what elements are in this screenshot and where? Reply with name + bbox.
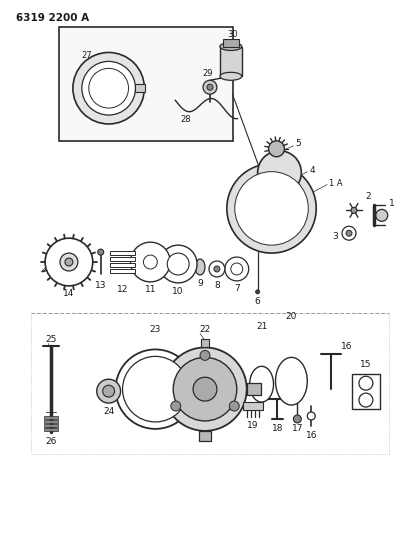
Bar	[44, 416, 58, 419]
Circle shape	[231, 263, 243, 275]
Circle shape	[256, 290, 259, 294]
Text: 1: 1	[389, 199, 395, 208]
Text: 29: 29	[203, 69, 213, 78]
Circle shape	[173, 358, 237, 421]
Text: 4: 4	[309, 166, 315, 175]
Text: 3: 3	[332, 232, 338, 241]
Text: 16: 16	[306, 431, 317, 440]
Circle shape	[257, 151, 302, 195]
Text: 14: 14	[63, 289, 75, 298]
Circle shape	[227, 164, 316, 253]
Text: 8: 8	[214, 281, 220, 290]
Circle shape	[229, 401, 239, 411]
Ellipse shape	[195, 259, 205, 275]
Text: 11: 11	[144, 285, 156, 294]
Circle shape	[73, 52, 144, 124]
Bar	[201, 340, 209, 348]
Circle shape	[163, 348, 247, 431]
Bar	[44, 420, 58, 423]
Bar	[352, 374, 380, 409]
Circle shape	[89, 68, 129, 108]
Bar	[110, 263, 135, 267]
Text: 6: 6	[255, 297, 260, 306]
Bar	[247, 383, 261, 395]
Circle shape	[171, 401, 181, 411]
Circle shape	[207, 84, 213, 90]
Bar	[110, 269, 135, 273]
Circle shape	[115, 350, 195, 429]
Text: 7: 7	[234, 284, 239, 293]
Circle shape	[82, 61, 135, 115]
Circle shape	[268, 141, 284, 157]
Circle shape	[359, 376, 373, 390]
Text: 27: 27	[82, 51, 92, 60]
Circle shape	[60, 253, 78, 271]
Text: 6319 2200 A: 6319 2200 A	[16, 13, 89, 23]
Circle shape	[293, 415, 302, 423]
Ellipse shape	[250, 366, 273, 402]
Bar	[135, 84, 145, 92]
Circle shape	[307, 412, 315, 420]
Text: 25: 25	[45, 335, 57, 344]
Text: 22: 22	[200, 325, 211, 334]
Circle shape	[159, 245, 197, 283]
Bar	[110, 257, 135, 261]
Circle shape	[98, 249, 104, 255]
Circle shape	[209, 261, 225, 277]
Text: 21: 21	[256, 322, 267, 331]
Text: 2: 2	[365, 192, 371, 201]
Circle shape	[203, 80, 217, 94]
Text: 9: 9	[197, 279, 203, 288]
Circle shape	[65, 258, 73, 266]
Text: 13: 13	[95, 281, 106, 290]
Text: 20: 20	[286, 312, 297, 321]
Text: 26: 26	[45, 437, 57, 446]
Bar	[220, 46, 242, 76]
Text: 5: 5	[295, 139, 301, 148]
Text: 30: 30	[228, 30, 238, 39]
Circle shape	[235, 172, 308, 245]
Circle shape	[167, 253, 189, 275]
Text: 24: 24	[103, 407, 114, 416]
Ellipse shape	[275, 358, 307, 405]
Circle shape	[97, 379, 121, 403]
Text: 1 A: 1 A	[329, 179, 343, 188]
Text: 23: 23	[150, 325, 161, 334]
Text: 17: 17	[292, 424, 303, 433]
Text: 10: 10	[173, 287, 184, 296]
Circle shape	[103, 385, 115, 397]
Text: 15: 15	[360, 360, 372, 369]
Bar	[44, 428, 58, 431]
Text: 28: 28	[181, 115, 191, 124]
Circle shape	[225, 257, 249, 281]
Bar	[59, 27, 233, 141]
Circle shape	[45, 238, 93, 286]
Circle shape	[193, 377, 217, 401]
Bar	[223, 38, 239, 46]
Ellipse shape	[220, 43, 242, 51]
Text: 19: 19	[247, 422, 258, 431]
Circle shape	[346, 230, 352, 236]
Text: 12: 12	[117, 285, 128, 294]
Circle shape	[359, 393, 373, 407]
Ellipse shape	[220, 72, 242, 80]
Circle shape	[376, 209, 388, 221]
Circle shape	[122, 357, 188, 422]
Text: 18: 18	[272, 424, 283, 433]
Circle shape	[214, 266, 220, 272]
Circle shape	[342, 227, 356, 240]
Circle shape	[144, 255, 157, 269]
Text: 16: 16	[341, 342, 353, 351]
Bar	[44, 424, 58, 427]
Circle shape	[351, 207, 357, 213]
Bar	[243, 402, 263, 410]
Bar	[110, 251, 135, 255]
Bar	[199, 431, 211, 441]
Circle shape	[200, 350, 210, 360]
Circle shape	[131, 242, 170, 282]
